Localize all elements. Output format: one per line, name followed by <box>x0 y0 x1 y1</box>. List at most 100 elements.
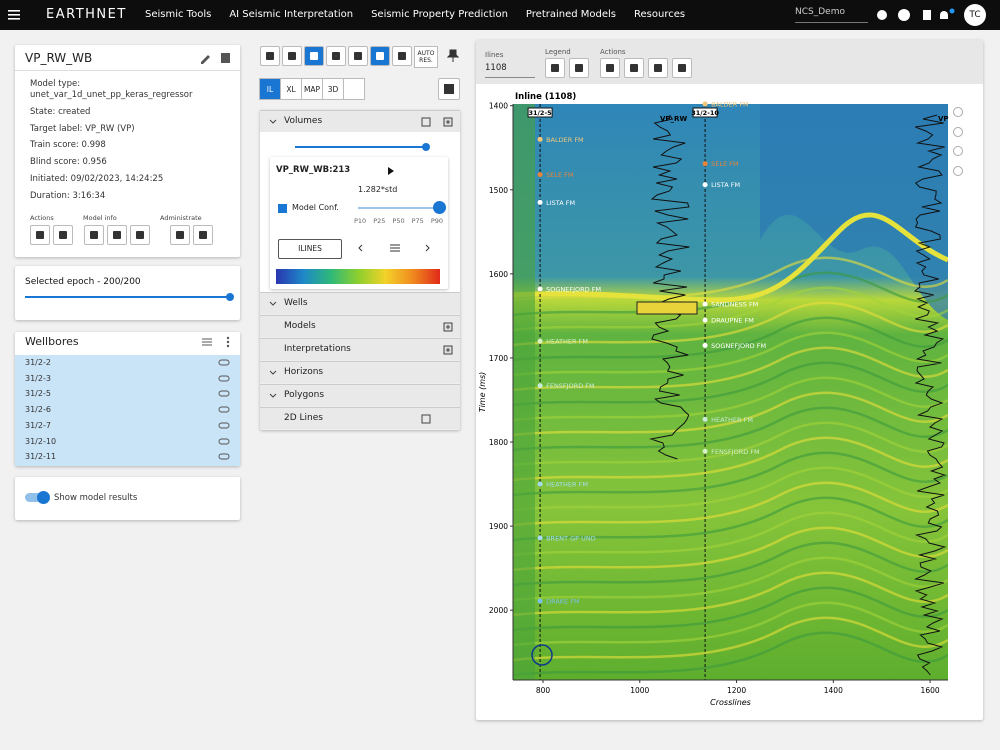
opacity-slider[interactable] <box>295 146 425 148</box>
chevron <box>269 393 277 398</box>
layer-section[interactable]: Polygons <box>260 384 460 406</box>
avatar[interactable]: TC <box>964 4 986 26</box>
icon-button[interactable] <box>170 225 190 245</box>
icon <box>36 231 44 239</box>
seismic-reflector <box>513 541 948 587</box>
log-curve <box>913 114 947 676</box>
toggle-track[interactable] <box>25 493 47 502</box>
wellbore-row[interactable]: 31/2-2 <box>15 355 240 371</box>
seismic-reflector <box>513 346 948 392</box>
formation-top <box>537 199 543 205</box>
project-select[interactable]: NCS_Demo <box>795 7 868 23</box>
iline-input[interactable]: 1108 <box>485 63 535 78</box>
formation-top <box>537 172 543 178</box>
menu-item[interactable]: AI Seismic Interpretation <box>229 9 354 20</box>
log-fill <box>636 301 698 315</box>
model-actions[interactable] <box>200 52 232 64</box>
icon-button[interactable] <box>326 46 346 66</box>
section-icon <box>421 414 431 424</box>
layer-section[interactable]: Horizons <box>260 361 460 383</box>
layer-section[interactable]: Models <box>260 315 460 337</box>
side-tool <box>953 166 963 176</box>
icon-shape <box>551 64 559 72</box>
view-button[interactable] <box>343 78 365 100</box>
formation-top <box>702 448 708 454</box>
y-axis-title: Time (ms) <box>478 372 487 413</box>
link-icon <box>218 422 230 429</box>
seismic-reflector <box>513 556 948 602</box>
icon-button[interactable] <box>53 225 73 245</box>
icon-shape <box>90 231 98 239</box>
wellbore-row[interactable]: 31/2-7 <box>15 418 240 434</box>
play-icon[interactable] <box>388 167 394 175</box>
icon-button[interactable] <box>624 58 644 78</box>
icon-button[interactable] <box>260 46 280 66</box>
model-field: Blind score: 0.956 <box>30 157 107 167</box>
menu-icon[interactable] <box>8 10 20 20</box>
layer-section[interactable]: Wells <box>260 292 460 314</box>
wellbore-row[interactable]: 31/2-6 <box>15 402 240 418</box>
log-label: VP_RW <box>660 115 687 123</box>
menu-item[interactable]: Seismic Property Prediction <box>371 9 508 20</box>
volume-body: VP_RW_WB:213 1.282*std Model Conf. P10 P2… <box>260 132 460 292</box>
section-icon <box>443 322 453 332</box>
opacity-thumb[interactable] <box>422 143 430 151</box>
epoch-slider[interactable] <box>25 296 230 298</box>
well-name: 31/2-10 <box>691 109 719 117</box>
icon-button[interactable] <box>130 225 150 245</box>
icon-button[interactable] <box>348 46 368 66</box>
icon-button[interactable] <box>569 58 589 78</box>
chevron <box>269 119 277 124</box>
pin-icon[interactable] <box>447 49 459 63</box>
brand[interactable]: EARTHNET <box>46 7 127 22</box>
auto-res-button[interactable]: AUTO RES. <box>414 46 438 68</box>
icon-button[interactable] <box>370 46 390 66</box>
menu-item[interactable]: Seismic Tools <box>145 9 212 20</box>
actions-label: Actions <box>600 48 626 56</box>
y-tick-label: 1700 <box>489 354 508 363</box>
conf-thumb[interactable] <box>433 201 446 214</box>
view-button[interactable]: 3D <box>322 78 344 100</box>
ilines-button[interactable]: ILINES <box>278 239 342 259</box>
conf-slider[interactable] <box>358 207 438 209</box>
icon-button[interactable] <box>304 46 324 66</box>
menu-item[interactable]: Pretrained Models <box>525 9 617 20</box>
wellbore-row[interactable]: 31/2-5 <box>15 386 240 402</box>
view-button[interactable]: XL <box>280 78 302 100</box>
section-title: Polygons <box>284 390 325 400</box>
wellbore-row[interactable]: 31/2-11 <box>15 449 240 465</box>
layer-section[interactable]: Interpretations <box>260 338 460 360</box>
icon-button[interactable] <box>392 46 412 66</box>
icon-button[interactable] <box>282 46 302 66</box>
toggle-thumb[interactable] <box>37 491 50 504</box>
icon-button[interactable] <box>193 225 213 245</box>
icon-button[interactable] <box>648 58 668 78</box>
view-button[interactable]: IL <box>259 78 281 100</box>
icon-button[interactable] <box>30 225 50 245</box>
wellbore-row[interactable]: 31/2-10 <box>15 434 240 450</box>
view-button[interactable]: MAP <box>301 78 323 100</box>
epoch-thumb[interactable] <box>226 293 234 301</box>
menu-item[interactable]: Resources <box>634 9 686 20</box>
icon <box>606 64 614 72</box>
icon-button[interactable] <box>600 58 620 78</box>
icon-button[interactable] <box>84 225 104 245</box>
conf-checkbox[interactable] <box>278 204 287 213</box>
icon-button[interactable] <box>107 225 127 245</box>
icon-button[interactable] <box>672 58 692 78</box>
wellbore-tools[interactable] <box>201 336 233 348</box>
main-menu: Seismic Tools AI Seismic Interpretation Se… <box>145 9 685 20</box>
save-view[interactable] <box>438 78 460 100</box>
wellbore-row[interactable]: 31/2-3 <box>15 371 240 387</box>
layer-section[interactable]: Volumes <box>260 110 460 132</box>
nav-arrows[interactable] <box>358 243 442 253</box>
percentiles: P10 P25 P50 P75 P90 <box>354 217 443 225</box>
plus <box>443 345 453 355</box>
seismic-blue-region <box>760 104 948 320</box>
epoch-label: Selected epoch - 200/200 <box>25 277 141 287</box>
save-icon <box>444 84 454 94</box>
seismic-reflector <box>513 301 948 347</box>
layer-section[interactable]: 2D Lines <box>260 407 460 429</box>
group-label: Actions <box>30 214 54 222</box>
icon-button[interactable] <box>545 58 565 78</box>
